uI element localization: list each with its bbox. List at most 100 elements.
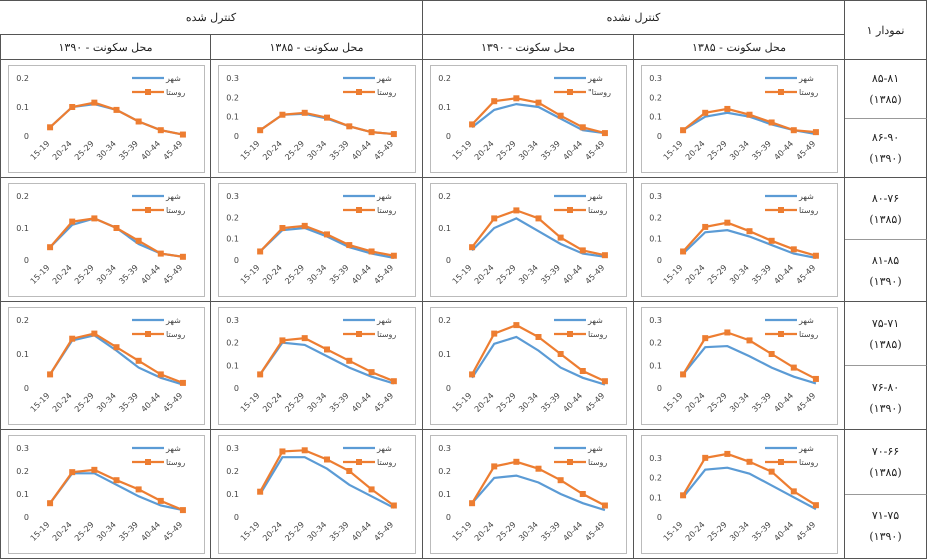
data-marker [346,242,353,249]
chart-box: 0 0.1 0.2 0.3 15-19 20-24 25-29 30-34 35-39 40-44… [218,435,416,554]
y-tick-label: 0.2 [16,467,29,476]
y-tick-label: 0.1 [16,490,29,499]
legend-label: شهر [587,192,603,201]
y-tick-label: 0.2 [226,339,239,348]
data-marker [157,250,164,257]
y-tick-label: 0.3 [649,316,662,325]
data-marker [557,112,564,119]
y-tick-label: 0.1 [438,350,451,359]
x-tick-label: 35-39 [328,263,351,286]
legend-marker [778,459,784,465]
line-chart: 0 0.1 0.2 15-19 20-24 25-29 30-34 35-39 40-44 45-… [16,316,186,414]
legend-label: شهر [587,74,603,83]
x-tick-label: 30-34 [517,263,540,286]
x-tick-label: 30-34 [728,391,751,414]
legend-marker [356,331,362,337]
chart-box: 0 0.1 0.2 15-19 20-24 25-29 30-34 35-39 40-44 45-… [430,183,627,297]
legend-label: شهر [798,74,814,83]
data-marker [301,447,308,454]
data-marker [702,223,709,230]
chart-cell: 0 0.1 0.2 15-19 20-24 25-29 30-34 35-39 40-44 45-… [423,302,634,430]
x-tick-label: 30-34 [728,263,751,286]
chart-box: 0 0.1 0.2 15-19 20-24 25-29 30-34 35-39 40-44 45-… [8,183,205,297]
data-marker [135,357,142,364]
x-tick-label: 45-49 [372,139,395,162]
legend-label: روستا [377,88,396,97]
data-marker [301,109,308,116]
y-tick-label: 0 [24,256,29,265]
chart-cell: 0 0.1 0.2 0.3 15-19 20-24 25-29 30-34 35-39 40-44… [211,60,423,178]
chart-cell: 0 0.1 0.2 0.3 15-19 20-24 25-29 30-34 35-39 40-44… [423,430,634,559]
data-marker [579,247,586,254]
y-tick-label: 0 [234,384,239,393]
x-tick-label: 25-29 [706,263,729,286]
x-tick-label: 25-29 [706,391,729,414]
x-tick-label: 20-24 [261,520,284,543]
x-tick-label: 35-39 [117,139,140,162]
data-marker [702,454,709,461]
data-line [682,229,817,259]
data-marker [179,253,186,260]
data-marker [368,486,375,493]
row-label-text: (۱۳۸۵) [869,337,902,351]
x-tick-label: 40-44 [561,520,584,543]
x-tick-label: 45-49 [372,391,395,414]
data-line [259,456,395,509]
data-marker [601,130,608,137]
row-label-text: ۸۱-۸۵ [871,253,900,267]
x-tick-label: 35-39 [750,520,773,543]
x-tick-label: 40-44 [139,391,162,414]
x-tick-label: 40-44 [561,263,584,286]
y-tick-label: 0.2 [438,467,451,476]
legend-label: روستا [588,330,607,339]
data-marker [368,129,375,136]
line-chart: 0 0.1 0.2 0.3 15-19 20-24 25-29 30-34 35-39 40-44… [226,444,397,543]
line-chart: 0 0.1 0.2 0.3 15-19 20-24 25-29 30-34 35-39 40-44… [649,316,819,414]
x-tick-label: 30-34 [517,139,540,162]
x-tick-label: 40-44 [350,139,373,162]
line-chart: 0 0.1 0.2 15-19 20-24 25-29 30-34 35-39 40-44 45-… [438,316,608,414]
data-marker [491,330,498,337]
x-tick-label: 40-44 [772,520,795,543]
data-marker [768,237,775,244]
data-marker [746,458,753,465]
x-tick-label: 15-19 [662,520,685,543]
y-tick-label: 0.2 [649,213,662,222]
x-tick-label: 45-49 [162,520,185,543]
data-marker [91,330,98,337]
x-tick-label: 25-29 [283,263,306,286]
row-label-text: (۱۳۹۰) [869,401,902,415]
x-tick-label: 30-34 [95,139,118,162]
x-tick-label: 25-29 [495,391,518,414]
chart-cell: 0 0.1 0.2 0.3 15-19 20-24 25-29 30-34 35-39 40-44… [211,430,423,559]
legend-label: روستا [166,458,185,467]
y-tick-label: 0 [446,384,451,393]
x-tick-label: 45-49 [584,520,607,543]
x-tick-label: 30-34 [517,391,540,414]
data-marker [390,378,397,385]
row-label-text: ۸۶-۹۰ [871,131,900,144]
y-tick-label: 0.3 [649,74,662,83]
x-tick-label: 45-49 [162,139,185,162]
chart-cell: 0 0.1 0.2 0.3 15-19 20-24 25-29 30-34 35-39 40-44… [211,178,423,302]
legend-label: شهر [798,192,814,201]
data-marker [301,222,308,229]
row-label-text: (۱۳۹۰) [869,530,902,544]
y-tick-label: 0.1 [649,493,662,502]
x-tick-label: 45-49 [795,520,818,543]
group-header: کنترل نشده [423,0,845,35]
y-tick-label: 0.3 [438,444,451,453]
data-marker [680,371,687,378]
data-line [49,468,184,512]
data-marker [324,456,330,463]
data-marker [390,252,397,259]
data-marker [746,111,753,118]
x-tick-label: 30-34 [728,139,751,162]
x-tick-label: 20-24 [684,391,707,414]
x-tick-label: 15-19 [29,263,52,286]
legend-marker [567,331,573,337]
chart-cell: 0 0.1 0.2 15-19 20-24 25-29 30-34 35-39 40-44 45-… [0,60,211,178]
x-tick-label: 35-39 [539,520,562,543]
row-label: ۸۵-۸۱ (۱۳۸۵) [845,60,927,119]
x-tick-label: 15-19 [239,391,262,414]
